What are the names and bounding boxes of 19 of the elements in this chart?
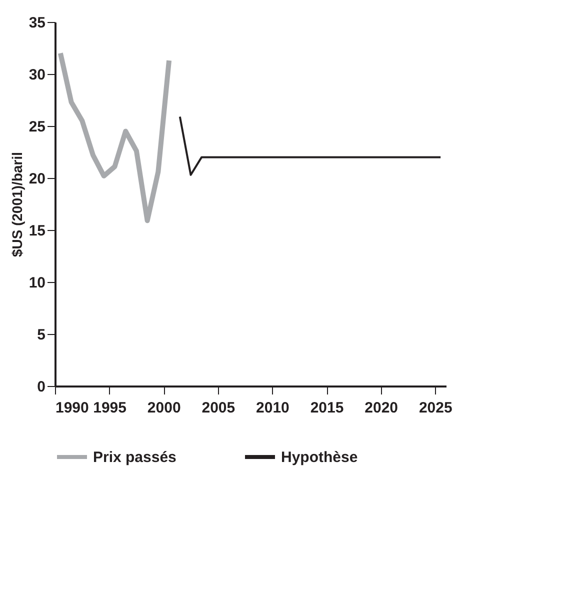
y-tick-label: 10 — [28, 274, 46, 292]
x-tick-label: 2015 — [310, 400, 344, 416]
y-tick-label: 25 — [28, 118, 46, 136]
y-tick-label: 35 — [28, 14, 46, 32]
y-tick-label: 5 — [37, 326, 46, 344]
legend-label: Hypothèse — [281, 449, 358, 466]
x-tick-label: 1990 — [56, 400, 89, 416]
x-tick-label: 1995 — [93, 400, 126, 416]
y-tick-label: 15 — [28, 222, 46, 240]
legend-label: Prix passés — [93, 449, 176, 466]
x-tick-label: 2010 — [256, 400, 290, 416]
x-tick-label: 2025 — [418, 400, 452, 416]
x-tick-label: 2005 — [202, 400, 236, 416]
y-tick-label: 30 — [28, 66, 46, 84]
y-axis-title: $US (2001)/baril — [8, 152, 25, 258]
x-tick-label: 2020 — [364, 400, 398, 416]
x-tick-label: 2000 — [147, 400, 181, 416]
y-tick-label: 0 — [37, 378, 46, 396]
y-tick-label: 20 — [28, 170, 46, 188]
